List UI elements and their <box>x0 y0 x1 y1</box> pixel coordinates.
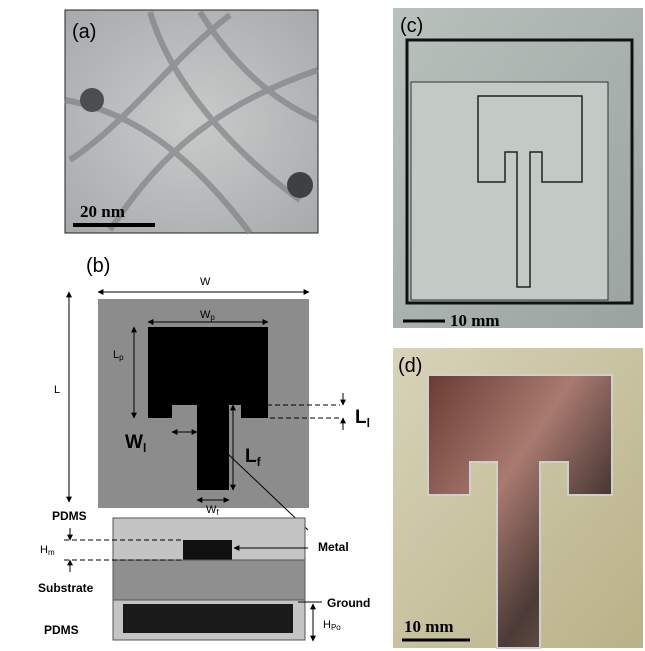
dim-label: Hm <box>40 544 55 557</box>
layer-label: Ground <box>327 596 370 610</box>
metal-layer <box>183 540 232 560</box>
panel-a: (a) 20 nm <box>65 10 318 233</box>
tem-image <box>65 10 318 233</box>
particle <box>80 88 104 112</box>
substrate-layer <box>113 560 305 600</box>
ground-layer <box>123 604 293 633</box>
panel-c: (c) 10 mm <box>393 8 643 330</box>
panel-d: (d) 10 mm <box>393 348 643 648</box>
dim-label: L <box>54 384 60 396</box>
substrate-outline <box>411 82 608 300</box>
scale-bar-label: 10 mm <box>404 617 454 636</box>
scale-bar-label: 10 mm <box>450 311 500 330</box>
layer-label: PDMS <box>52 509 87 523</box>
panel-b: (b) W Wp Lp L Ll Wl Lf Wf PDMS <box>38 255 370 641</box>
figure: (a) 20 nm (c) 10 mm (d) 10 mm (b) W Wp L… <box>0 0 645 651</box>
scale-bar-label: 20 nm <box>80 202 125 221</box>
layer-label: Substrate <box>38 581 94 595</box>
particle <box>287 172 313 198</box>
panel-label: (b) <box>86 255 110 277</box>
layer-label: Metal <box>318 540 349 554</box>
panel-label: (c) <box>400 15 423 37</box>
panel-label: (d) <box>398 355 422 377</box>
dim-label: W <box>200 276 211 288</box>
dim-label: Ll <box>355 407 370 430</box>
dim-label: HPo <box>323 619 341 632</box>
panel-label: (a) <box>72 21 96 43</box>
layer-label: PDMS <box>44 623 79 637</box>
